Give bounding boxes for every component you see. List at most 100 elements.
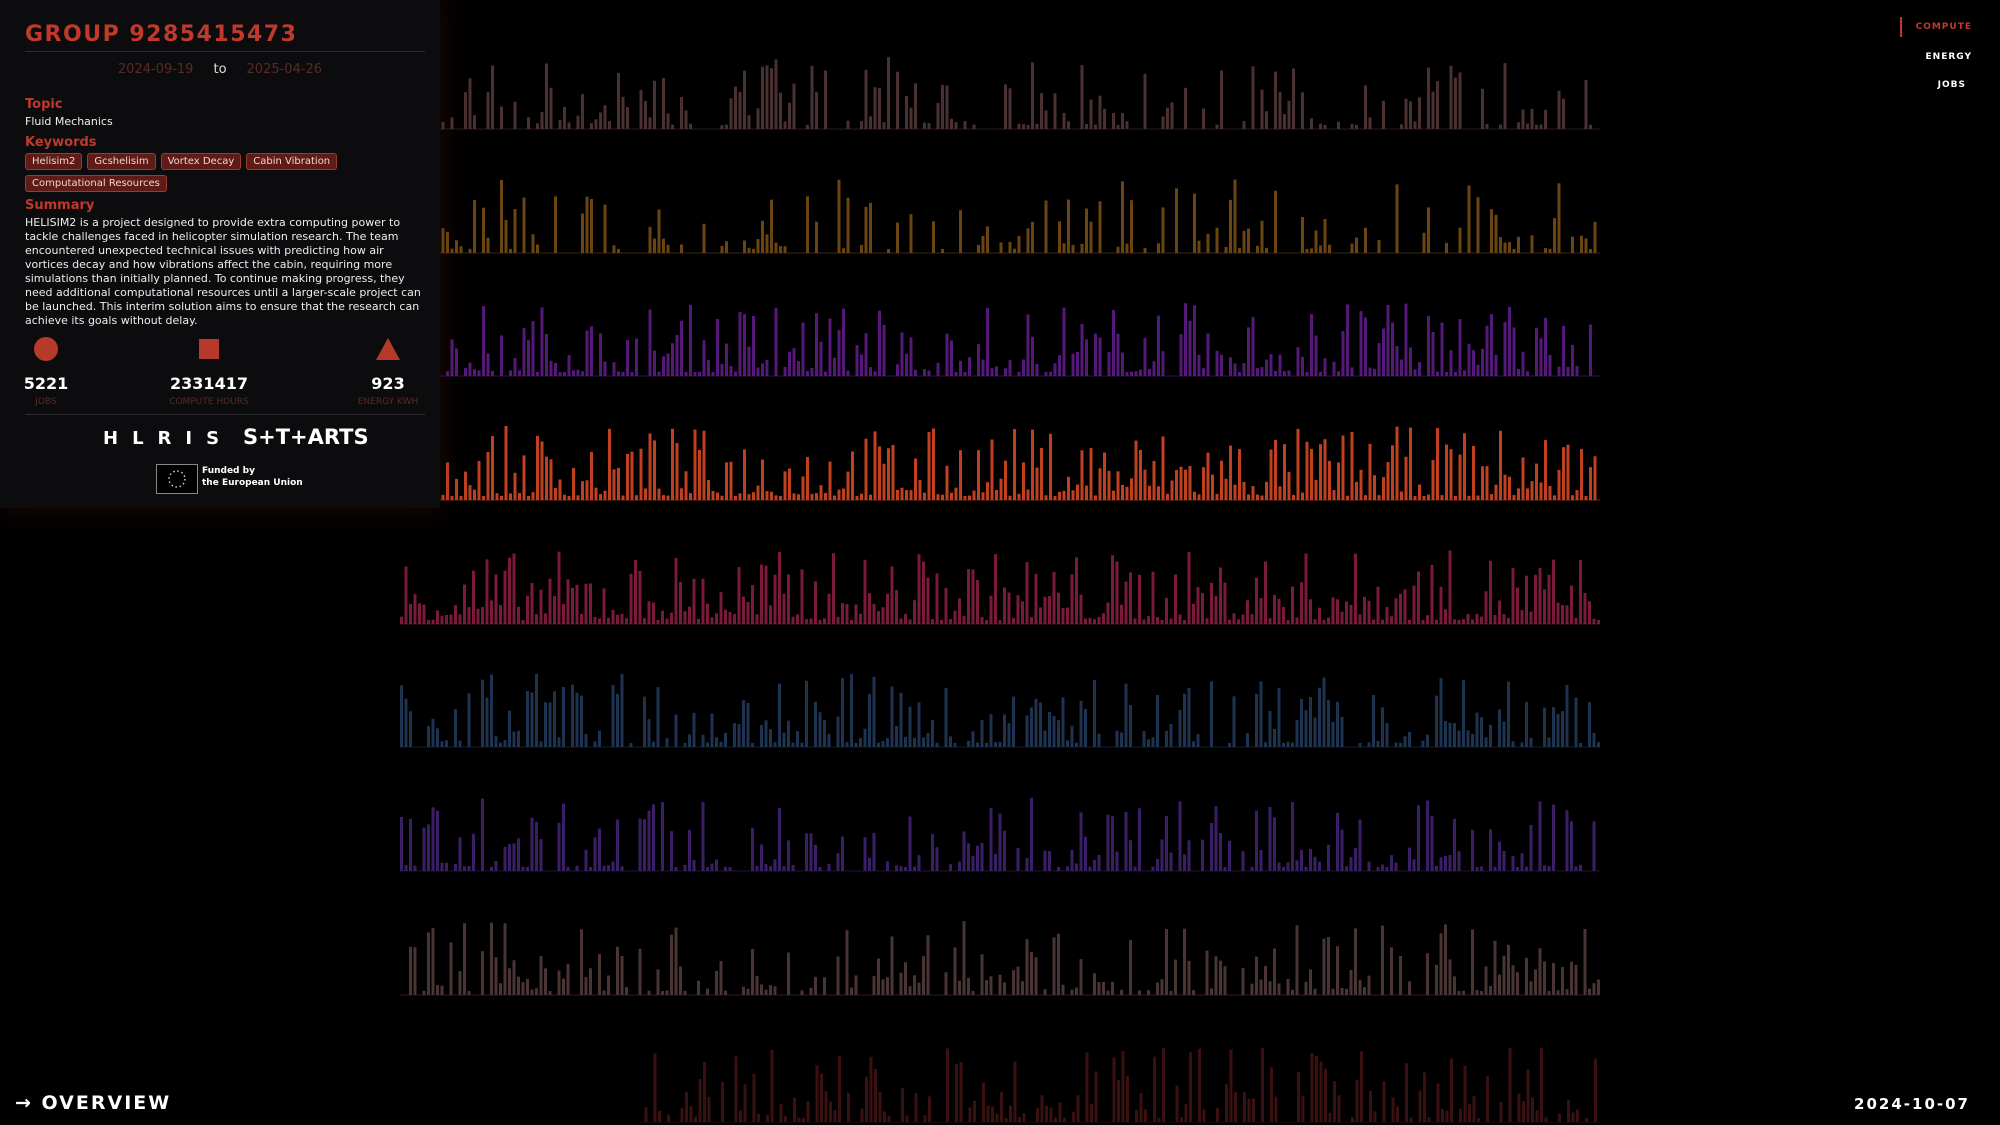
decor-bar	[854, 604, 858, 624]
decor-bar	[431, 619, 435, 624]
decor-bar	[1585, 1117, 1588, 1122]
decor-bar	[760, 984, 763, 995]
decor-bar	[1367, 600, 1371, 624]
decor-bar	[806, 124, 809, 129]
decor-bar	[1009, 1105, 1012, 1122]
decor-bar	[612, 245, 616, 253]
decor-bar	[1223, 966, 1227, 995]
decor-bar	[580, 695, 583, 747]
decor-bar	[576, 115, 580, 129]
decor-bar	[612, 362, 616, 376]
decor-bar	[1026, 228, 1030, 253]
decor-bar	[967, 569, 970, 624]
decor-bar	[1094, 1071, 1098, 1122]
decor-bar	[801, 476, 805, 500]
decor-bar	[985, 742, 988, 747]
decor-bar	[701, 802, 705, 871]
decor-bar	[1211, 474, 1214, 500]
decor-bar	[625, 618, 628, 624]
decor-bar	[508, 557, 511, 624]
decor-bar	[522, 328, 526, 376]
decor-bar	[1373, 475, 1376, 500]
decor-bar	[1345, 866, 1348, 871]
decor-bar	[1151, 737, 1155, 747]
decor-bar	[562, 978, 565, 995]
decor-bar	[1494, 354, 1498, 376]
decor-bar	[598, 730, 601, 747]
decor-bar	[680, 244, 683, 253]
decor-bar	[1219, 833, 1222, 871]
decor-bar	[1103, 452, 1106, 500]
decor-bar	[422, 827, 426, 871]
decor-bar	[944, 972, 948, 995]
decor-bar	[1340, 716, 1344, 747]
nav-compute[interactable]: COMPUTE	[1915, 22, 1972, 32]
decor-bar	[1556, 602, 1560, 624]
decor-bar	[882, 122, 886, 129]
decor-bar	[1381, 707, 1384, 747]
decor-bar	[1286, 862, 1290, 871]
decor-bar	[1017, 235, 1021, 253]
decor-bar	[1436, 81, 1439, 129]
decor-bar	[896, 489, 899, 500]
decor-bar	[557, 551, 561, 624]
decor-bar	[1274, 190, 1277, 253]
date-range: 2024-09-19 to 2025-04-26	[0, 62, 440, 77]
decor-bar	[1445, 444, 1448, 500]
decor-bar	[1597, 979, 1600, 995]
decor-bar	[729, 461, 733, 500]
decor-bar	[554, 487, 557, 500]
decor-bar	[824, 371, 827, 376]
decor-bar	[1000, 1091, 1003, 1122]
decor-bar	[1576, 1109, 1579, 1122]
decor-bar	[701, 578, 705, 624]
decor-bar	[1117, 1079, 1120, 1122]
decor-bar	[626, 339, 629, 376]
decor-bar	[908, 986, 912, 995]
decor-bar	[1220, 460, 1223, 500]
decor-bar	[698, 371, 701, 376]
decor-bar	[1179, 466, 1183, 500]
decor-bar	[1040, 447, 1043, 500]
decor-bar	[895, 865, 898, 871]
decor-bar	[1017, 493, 1021, 500]
decor-bar	[1125, 486, 1129, 500]
decor-bar	[1012, 970, 1015, 995]
decor-bar	[810, 368, 814, 376]
decor-bar	[976, 742, 979, 747]
decor-bar	[1071, 244, 1075, 253]
decor-bar	[1417, 571, 1420, 624]
nav-energy[interactable]: ENERGY	[1925, 52, 1972, 62]
decor-bar	[743, 70, 746, 129]
decor-bar	[896, 364, 899, 376]
decor-bar	[589, 968, 592, 995]
decor-bar	[1319, 1061, 1323, 1122]
decor-bar	[1243, 1092, 1246, 1122]
decor-bar	[1385, 866, 1389, 871]
decor-bar	[477, 370, 481, 376]
stat-value: 2331417	[170, 374, 248, 393]
decor-bar	[554, 196, 557, 253]
decor-bar	[1089, 221, 1093, 253]
decor-bar	[982, 1082, 985, 1122]
decor-bar	[1066, 866, 1069, 871]
decor-bar	[1183, 854, 1186, 871]
decor-bar	[1138, 808, 1141, 871]
decor-bar	[1017, 371, 1021, 376]
decor-bar	[1238, 449, 1241, 500]
decor-bar	[1413, 495, 1417, 500]
decor-bar	[1165, 597, 1168, 624]
decor-bar	[928, 1096, 931, 1122]
decor-bar	[899, 618, 903, 624]
decor-bar	[535, 821, 538, 871]
decor-bar	[657, 488, 661, 500]
decor-bar	[1462, 680, 1465, 747]
decor-bar	[788, 351, 791, 376]
decor-bar	[1543, 589, 1546, 624]
nav-jobs[interactable]: JOBS	[1937, 80, 1966, 90]
decor-bar	[1097, 733, 1101, 747]
decor-bar	[1413, 369, 1417, 376]
decor-bar	[783, 366, 787, 376]
decor-bar	[1282, 742, 1285, 747]
overview-link[interactable]: → OVERVIEW	[15, 1092, 172, 1114]
